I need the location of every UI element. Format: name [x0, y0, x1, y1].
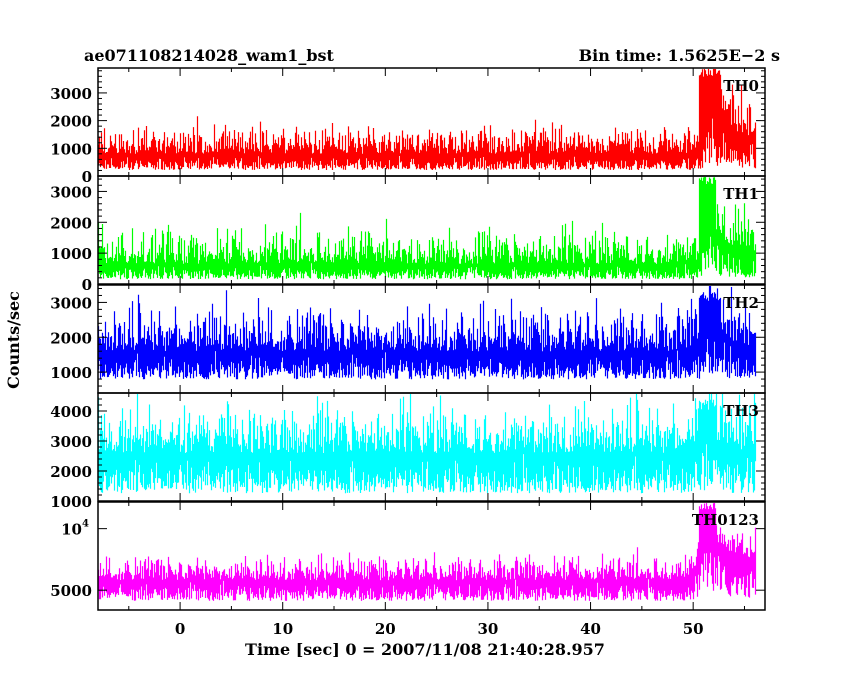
y-tick-label: 3000 [50, 85, 92, 103]
y-tick-label: 1000 [50, 493, 92, 511]
panel-th2: 1000 2000 3000 TH2 [50, 284, 766, 394]
panel-label: TH2 [723, 294, 759, 312]
light-curve-th0 [97, 69, 757, 170]
y-tick-label: 2000 [50, 329, 92, 347]
panel-label: TH1 [723, 185, 759, 203]
panel-frame [97, 501, 766, 611]
x-axis-label: Time [sec] 0 = 2007/11/08 21:40:28.957 [245, 640, 605, 659]
panel-th0123: 5000 10 4 TH0123 [50, 501, 766, 611]
x-tick-label: 10 [272, 620, 293, 638]
x-tick-label: 20 [375, 620, 396, 638]
y-tick-label: 2000 [50, 463, 92, 481]
x-tick-label: 40 [580, 620, 601, 638]
y-tick-label: 5000 [50, 582, 92, 600]
panel-th3: 1000 2000 3000 4000 TH3 [50, 392, 766, 511]
y-axis-label: Counts/sec [4, 291, 23, 389]
y-tick-label-exponent: 4 [82, 519, 89, 530]
light-curve-th3 [97, 394, 757, 494]
panel-frame [97, 175, 766, 285]
x-tick-label: 0 [175, 620, 185, 638]
y-tick-label: 1000 [50, 140, 92, 158]
panel-label: TH0123 [692, 511, 759, 529]
y-tick-label: 2000 [50, 113, 92, 131]
y-tick-label: 1000 [50, 364, 92, 382]
x-tick-label: 50 [683, 620, 704, 638]
y-tick-label: 3000 [50, 294, 92, 312]
panels-group: 0 1000 2000 3000 TH0 0 1000 2000 3000 TH1 1000 2000… [50, 67, 766, 611]
bin-time: Bin time: 1.5625E−2 s [579, 46, 780, 65]
y-tick-label: 0 [82, 168, 92, 186]
x-tick-label: 30 [478, 620, 499, 638]
panel-th0: 0 1000 2000 3000 TH0 [50, 67, 766, 186]
y-tick-label: 10 [61, 521, 82, 539]
y-tick-label: 2000 [50, 214, 92, 232]
panel-label: TH0 [723, 77, 759, 95]
light-curve-th1 [97, 177, 757, 280]
x-axis: 0 10 20 30 40 50 [175, 620, 704, 638]
panel-label: TH3 [723, 402, 759, 420]
light-curve-th2 [97, 286, 757, 380]
y-tick-label: 1000 [50, 245, 92, 263]
panel-th1: 0 1000 2000 3000 TH1 [50, 175, 766, 294]
y-tick-label: 3000 [50, 183, 92, 201]
source-name: ae071108214028_wam1_bst [84, 46, 335, 65]
y-tick-label: 0 [82, 276, 92, 294]
light-curve-th0123 [97, 503, 757, 601]
y-tick-label: 3000 [50, 433, 92, 451]
y-tick-label: 4000 [50, 403, 92, 421]
